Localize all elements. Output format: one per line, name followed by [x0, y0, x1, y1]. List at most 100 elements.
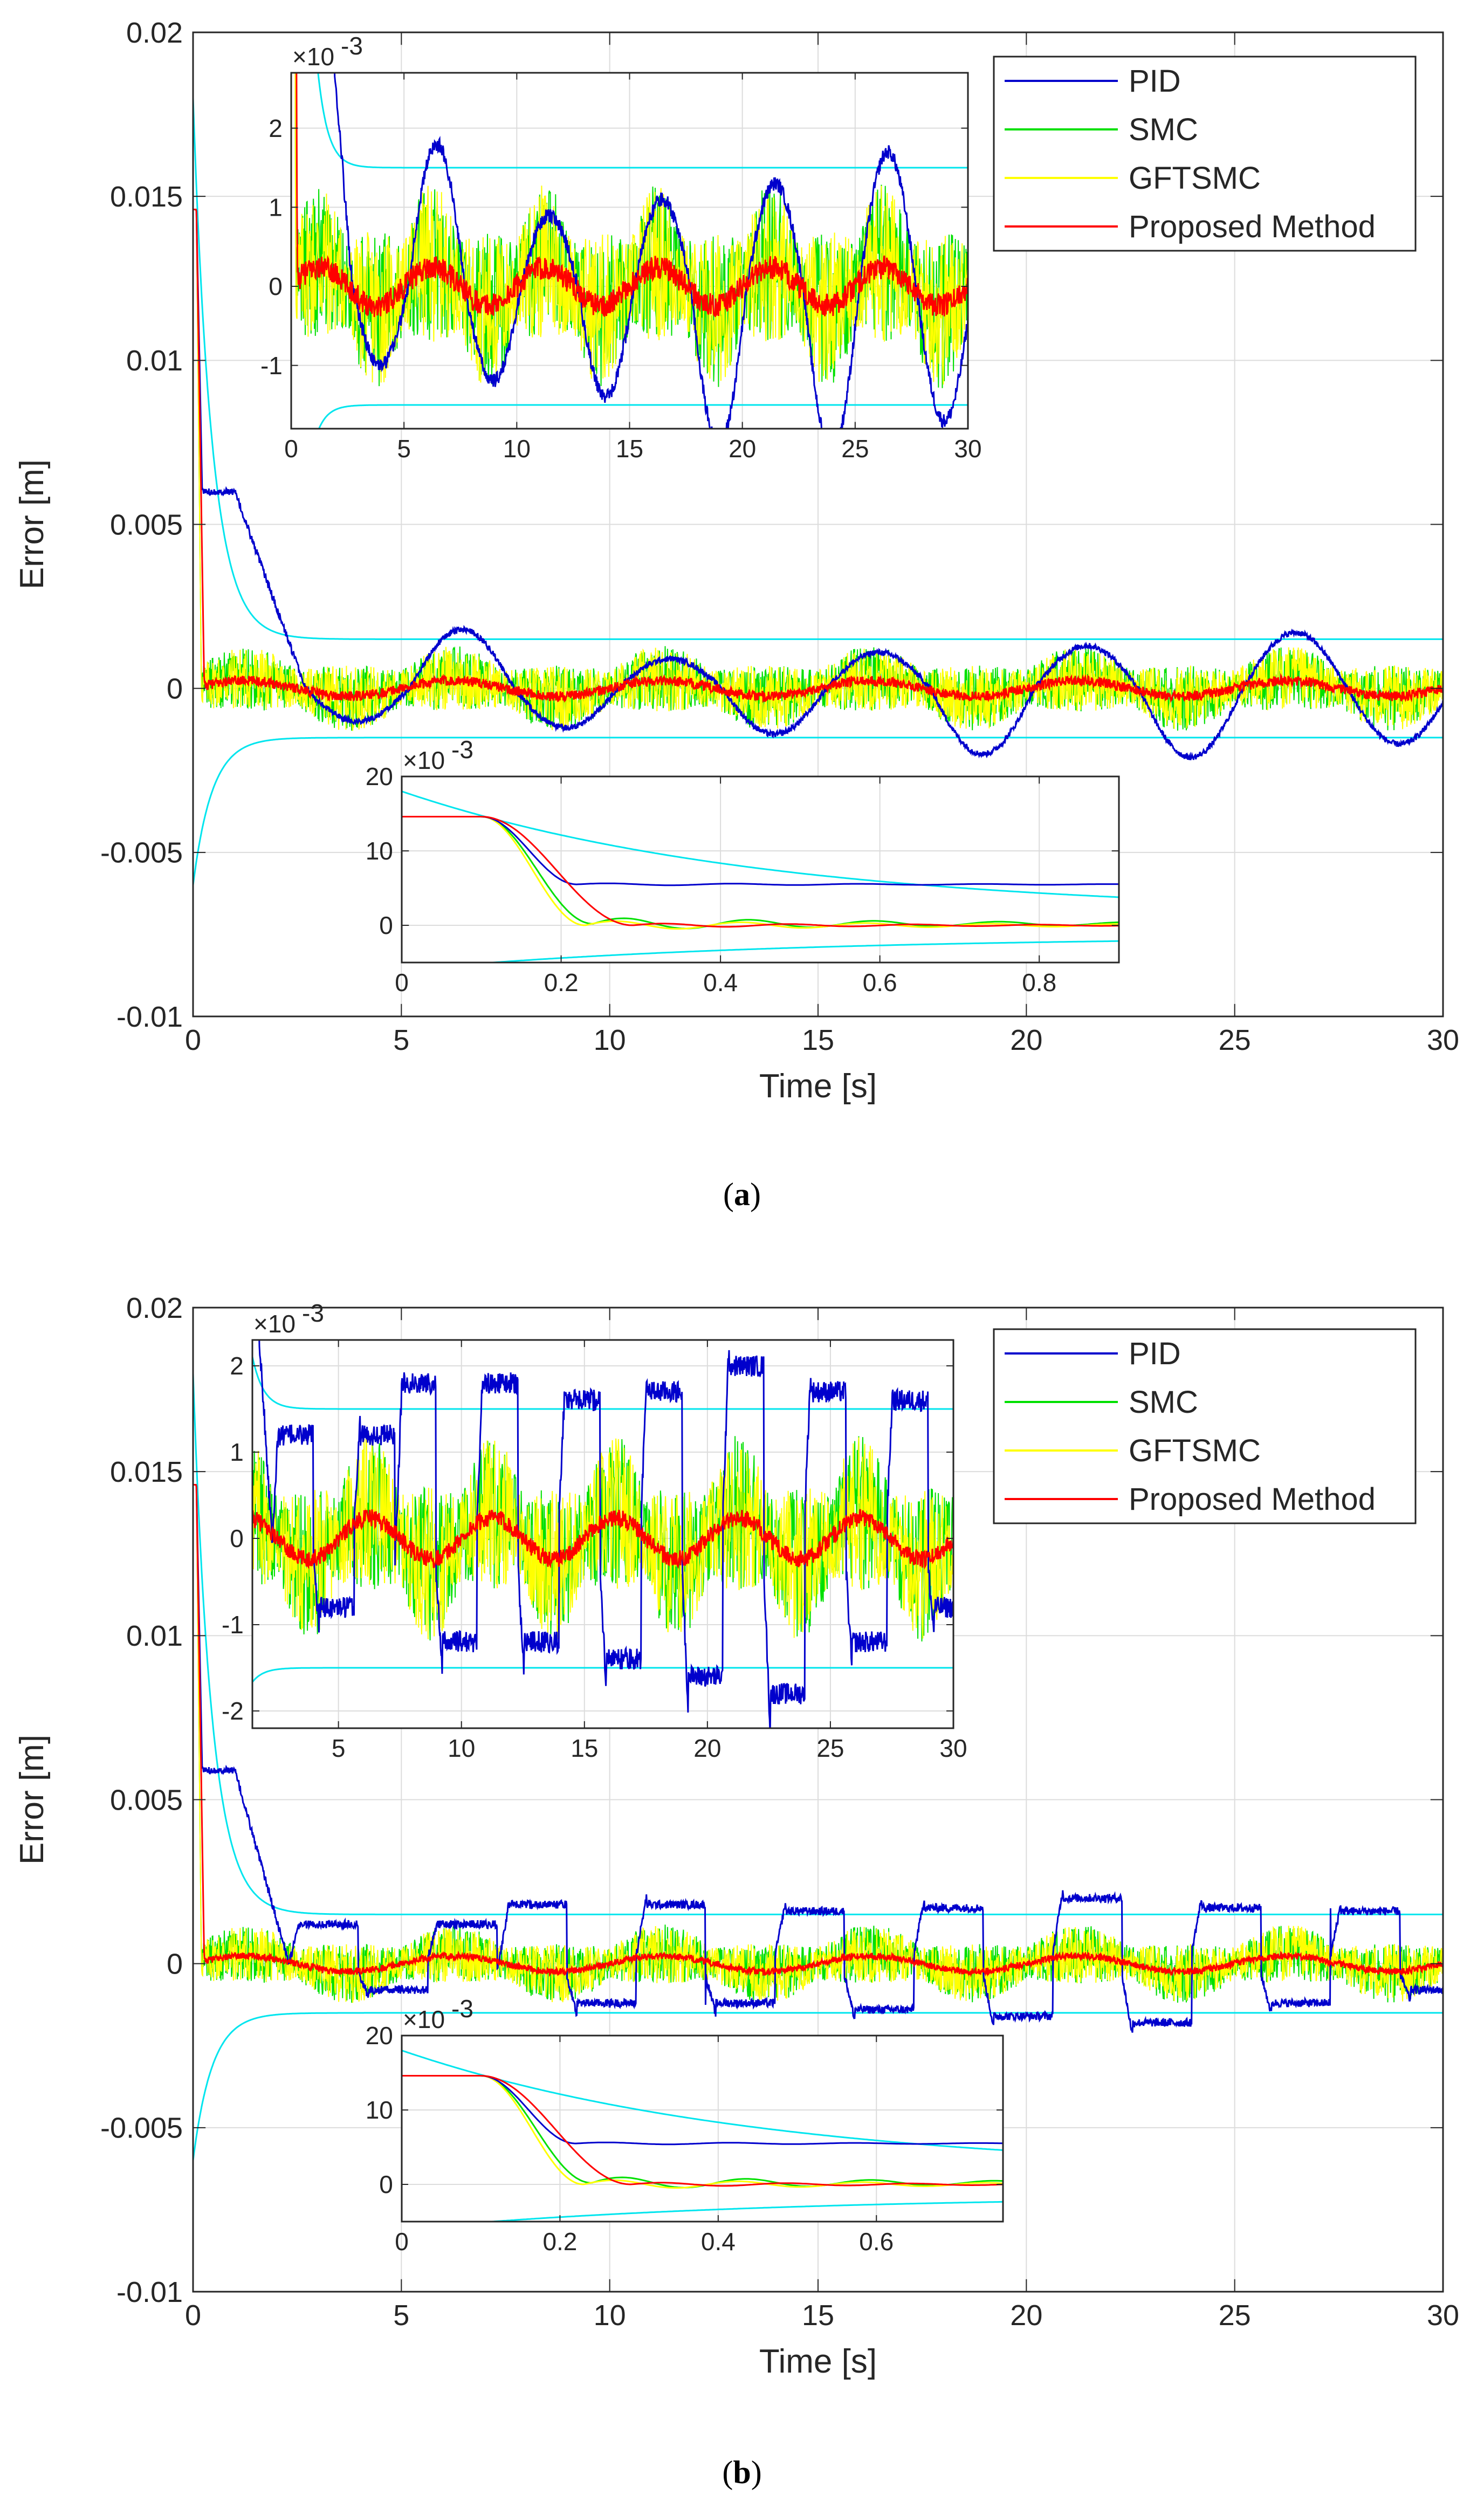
main-b-pid-line	[193, 1484, 1443, 2033]
inset-top-a-xtick-label-6: 30	[954, 435, 981, 463]
inset-bottom-b-exponent-label: ×10	[403, 2005, 445, 2033]
panel-b: 0 5 10 15 20 25 30-0.01-0.00500.0050.010.0150.…	[13, 1292, 1459, 2490]
inset-top-b-bound-lower-line	[252, 1667, 953, 1683]
inset-top-b-xtick-label-0: 5	[332, 1734, 346, 1762]
main-a-ytick-label-2: 0	[167, 673, 183, 705]
main-a-xtick-label-2: 10	[594, 1024, 626, 1056]
inset-bottom-a-exponent-label: ×10	[403, 746, 445, 774]
main-b-frame	[192, 1307, 1444, 2293]
legend-a-legend-box	[993, 56, 1417, 252]
inset-bottom-a-proposed-line	[402, 816, 1119, 928]
inset-top-b-ytick-label-4: 2	[230, 1352, 244, 1380]
inset-bottom-a-xtick-label-1: 0.2	[544, 968, 579, 996]
caption-close: )	[751, 2455, 762, 2490]
main-a-series-group	[193, 98, 1443, 885]
inset-top-a-xtick-label-2: 10	[503, 435, 531, 463]
caption-close: )	[750, 1177, 761, 1212]
inset-top-b-xtick-label-2: 15	[571, 1734, 598, 1762]
main-b-ytick-label-5: 0.015	[110, 1456, 183, 1488]
inset-bottom-a-bound-upper-line	[402, 790, 1119, 898]
inset-top-b-ytick-label-3: 1	[230, 1438, 244, 1466]
inset-top-b-proposed-line	[252, 1509, 953, 1570]
main-b-xtick-label-1: 5	[393, 2299, 409, 2332]
main-b-ytick-label-4: 0.01	[126, 1620, 183, 1652]
inset-top-a-exponent-label: ×10	[292, 43, 334, 71]
main-a-ytick-label-0: -0.01	[116, 1001, 183, 1033]
inset-top-b-bound-upper-line	[252, 1356, 953, 1410]
main-a-frame	[192, 31, 1444, 1018]
inset-bottom-a-gftsmc-line	[402, 816, 1119, 930]
inset-top-a-xtick-label-5: 25	[841, 435, 869, 463]
main-a-pid-line	[193, 209, 1443, 760]
main-a-bound-lower-line	[193, 737, 1443, 885]
main-b-xtick-label-6: 30	[1427, 2299, 1459, 2332]
inset-top-b-xtick-label-1: 10	[448, 1734, 475, 1762]
inset-top-b-gftsmc-line	[252, 1437, 953, 1640]
inset-top-a-ytick-label-3: 2	[269, 114, 283, 142]
caption-letter: a	[734, 1177, 750, 1212]
inset-top-b-ytick-label-2: 0	[230, 1524, 244, 1552]
xlabel-b: Time [s]	[759, 2343, 877, 2380]
inset-top-b-ytick-label-0: -2	[222, 1697, 244, 1725]
inset-top-a-frame	[290, 72, 969, 430]
main-a-xtick-label-0: 0	[185, 1024, 201, 1056]
inset-top-b-xtick-label-3: 20	[693, 1734, 721, 1762]
inset-bottom-a-ytick-label-0: 0	[379, 911, 393, 939]
main-b-proposed-line	[193, 1484, 1443, 1978]
inset-bottom-b-plot-area	[402, 2036, 1003, 2222]
legend-a-legend-label-1: SMC	[1129, 112, 1198, 147]
inset-top-a-xtick-label-3: 15	[616, 435, 643, 463]
main-a-ytick-label-1: -0.005	[100, 837, 183, 869]
inset-top-a-proposed-line	[296, 73, 968, 317]
inset-bottom-b-exponent-power: -3	[451, 1995, 473, 2023]
main-b-ytick-label-0: -0.01	[116, 2276, 183, 2308]
inset-bottom-a-ytick-label-1: 10	[366, 837, 393, 865]
inset-top-b-exponent-power: -3	[302, 1299, 324, 1327]
ylabel-a: Error [m]	[13, 459, 51, 589]
legend-b-legend-label-1: SMC	[1129, 1385, 1198, 1420]
inset-top-a-xtick-label-1: 5	[397, 435, 411, 463]
inset-top-a-ytick-label-1: 0	[269, 272, 283, 300]
legend-b-legend-label-2: GFTSMC	[1129, 1433, 1261, 1468]
inset-bottom-a-frame	[401, 775, 1120, 964]
caption-a: (a)	[723, 1177, 761, 1212]
inset-top-a-series-group	[294, 73, 968, 429]
inset-bottom-a-pid-line	[402, 816, 1119, 886]
main-a-xtick-label-5: 25	[1219, 1024, 1251, 1056]
inset-top-a-xtick-label-0: 0	[284, 435, 298, 463]
inset-top-b-frame	[251, 1339, 954, 1729]
inset-bottom-a-xtick-label-0: 0	[395, 968, 409, 996]
main-b-xtick-label-3: 15	[802, 2299, 834, 2332]
inset-bottom-b-pid-line	[402, 2075, 1003, 2146]
main-a-xtick-label-4: 20	[1010, 1024, 1042, 1056]
inset-bottom-b-xtick-label-1: 0.2	[542, 2228, 577, 2256]
legend-a-legend-label-2: GFTSMC	[1129, 161, 1261, 196]
inset-top-b-exponent-label: ×10	[253, 1310, 296, 1338]
main-b-xtick-label-0: 0	[185, 2299, 201, 2332]
inset-bottom-a-xtick-label-4: 0.8	[1022, 968, 1056, 996]
inset-bottom-b-xtick-label-3: 0.6	[859, 2228, 894, 2256]
legend-a-legend-label-3: Proposed Method	[1129, 209, 1376, 244]
main-b-series-group	[193, 1373, 1443, 2161]
inset-top-a-ytick-label-2: 1	[269, 193, 283, 221]
main-b-xtick-label-4: 20	[1010, 2299, 1042, 2332]
inset-top-a-xtick-label-4: 20	[729, 435, 756, 463]
main-b-ytick-label-2: 0	[167, 1948, 183, 1981]
inset-bottom-b-proposed-line	[402, 2075, 1003, 2187]
caption-open: (	[722, 2455, 733, 2490]
inset-bottom-a-bound-lower-line	[481, 940, 1119, 963]
main-b-gftsmc-line	[193, 1484, 1443, 2003]
ylabel-b: Error [m]	[13, 1735, 51, 1865]
inset-bottom-b-ytick-label-2: 20	[366, 2022, 393, 2050]
inset-bottom-a-series-group	[402, 790, 1119, 963]
inset-top-b-pid-line	[258, 1340, 953, 1728]
main-b-xtick-label-2: 10	[594, 2299, 626, 2332]
main-b-bound-lower-line	[193, 2012, 1443, 2161]
caption-letter: b	[733, 2455, 751, 2490]
legend-b-legend-box	[993, 1328, 1417, 1524]
main-a-ytick-label-4: 0.01	[126, 345, 183, 377]
inset-bottom-b-ytick-label-1: 10	[366, 2096, 393, 2124]
main-a-ytick-label-3: 0.005	[110, 508, 183, 541]
inset-bottom-b-frame	[401, 2034, 1004, 2223]
